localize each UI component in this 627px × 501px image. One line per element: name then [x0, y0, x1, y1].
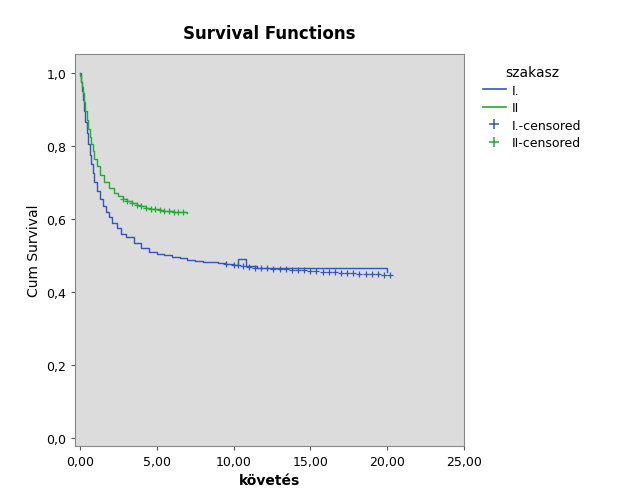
X-axis label: követés: követés — [239, 473, 300, 487]
Y-axis label: Cum Survival: Cum Survival — [27, 204, 41, 297]
Title: Survival Functions: Survival Functions — [183, 25, 356, 43]
Legend: I., II, I.-censored, II-censored: I., II, I.-censored, II-censored — [478, 61, 586, 155]
